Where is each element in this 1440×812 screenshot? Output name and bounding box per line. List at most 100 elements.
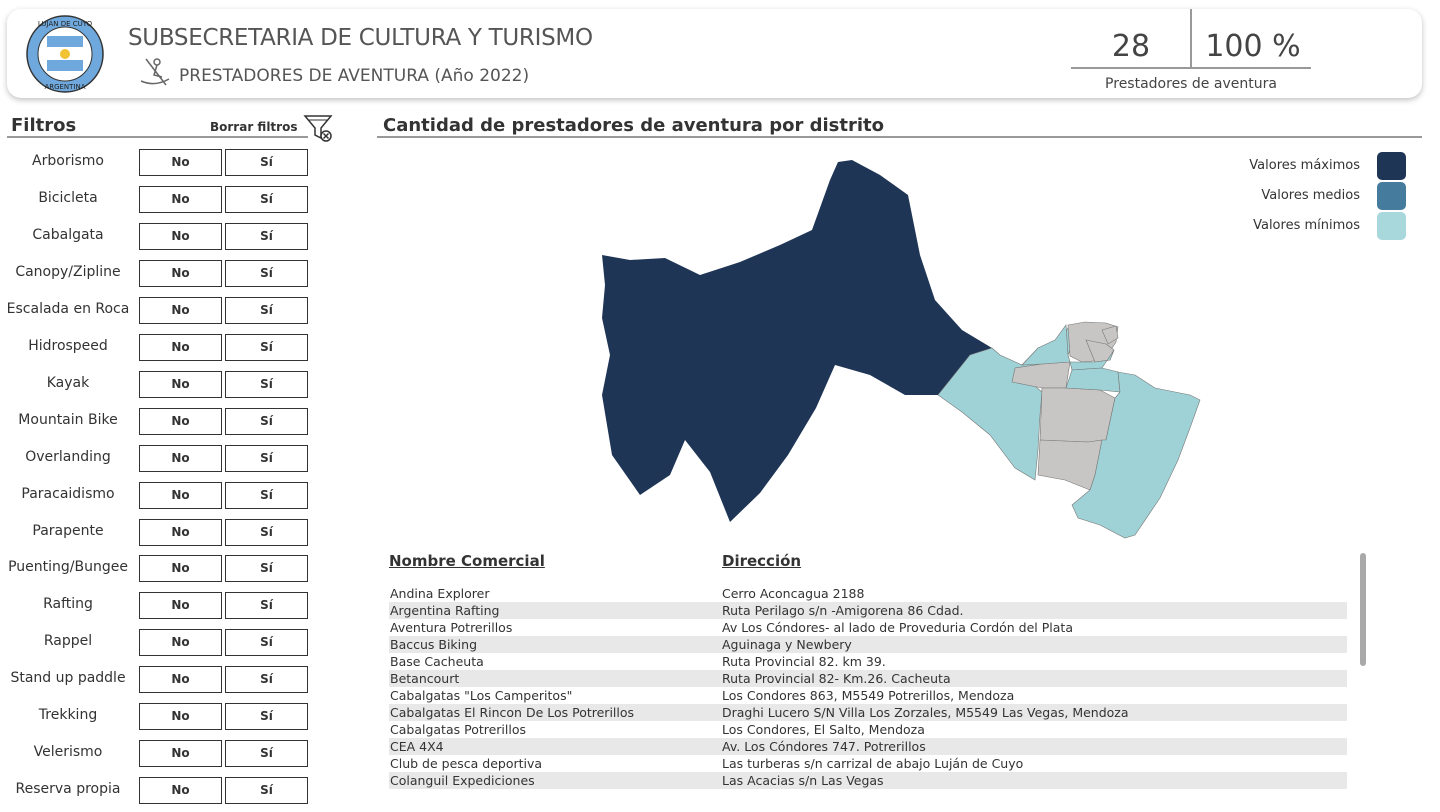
cell-nombre: Andina Explorer (390, 586, 490, 601)
filter-yes-button[interactable]: Sí (225, 259, 308, 287)
filter-label: Rafting (43, 596, 93, 613)
filter-no-button[interactable]: No (139, 333, 222, 361)
kayak-icon (140, 58, 170, 86)
cell-nombre: Betancourt (390, 671, 460, 686)
filter-yes-button[interactable]: Sí (225, 740, 308, 768)
table-row[interactable]: Club de pesca deportiva Las turberas s/n … (389, 755, 1347, 772)
cell-direccion: Draghi Lucero S/N Villa Los Zorzales, M5… (722, 705, 1129, 720)
filter-yes-button[interactable]: Sí (225, 296, 308, 324)
table-row[interactable]: Andina Explorer Cerro Aconcagua 2188 (389, 585, 1347, 602)
table-row[interactable]: Baccus Biking Aguinaga y Newbery (389, 636, 1347, 653)
page-subtitle: PRESTADORES DE AVENTURA (Año 2022) (179, 66, 530, 86)
clear-filter-icon[interactable] (302, 111, 334, 143)
filter-yes-button[interactable]: Sí (225, 407, 308, 435)
filter-row: Arborismo No Sí (0, 149, 320, 176)
header-card: LUJAN DE CUYO ARGENTINA SUBSECRETARIA DE… (7, 9, 1422, 98)
filter-yes-button[interactable]: Sí (225, 555, 308, 583)
filter-yes-button[interactable]: Sí (225, 333, 308, 361)
filter-no-button[interactable]: No (139, 407, 222, 435)
filter-yes-button[interactable]: Sí (225, 592, 308, 620)
filter-no-button[interactable]: No (139, 777, 222, 805)
table-row[interactable]: Aventura Potrerillos Av Los Cóndores- al … (389, 619, 1347, 636)
district-map[interactable] (590, 150, 1210, 550)
filter-no-button[interactable]: No (139, 555, 222, 583)
filter-label: Puenting/Bungee (8, 559, 128, 576)
filter-no-button[interactable]: No (139, 259, 222, 287)
filter-row: Bicicleta No Sí (0, 185, 320, 213)
filter-no-button[interactable]: No (139, 629, 222, 657)
filter-no-button[interactable]: No (139, 296, 222, 324)
filter-yes-button[interactable]: Sí (225, 518, 308, 546)
filter-yes-button[interactable]: Sí (225, 481, 308, 509)
clear-filters-button[interactable]: Borrar filtros (210, 120, 298, 134)
filter-row: Rafting No Sí (0, 592, 320, 620)
filter-no-button[interactable]: No (139, 518, 222, 546)
district-max[interactable] (602, 160, 992, 522)
filter-yes-button[interactable]: Sí (225, 703, 308, 731)
filter-no-button[interactable]: No (139, 222, 222, 250)
table-row[interactable]: Argentina Rafting Ruta Perilago s/n -Amig… (389, 602, 1347, 619)
column-header-direccion[interactable]: Dirección (722, 552, 802, 570)
map-divider (377, 136, 1422, 138)
table-row[interactable]: Colanguil Expediciones Las Acacias s/n La… (389, 772, 1347, 789)
cell-nombre: Club de pesca deportiva (390, 756, 543, 771)
district-min-center[interactable] (1065, 367, 1121, 393)
filter-label: Escalada en Roca (6, 300, 130, 317)
filter-yes-button[interactable]: Sí (225, 444, 308, 472)
district-min-east[interactable] (1071, 371, 1201, 539)
table-row[interactable]: Betancourt Ruta Provincial 82- Km.26. Cac… (389, 670, 1347, 687)
filter-row: Velerismo No Sí (0, 740, 320, 768)
filter-no-button[interactable]: No (139, 703, 222, 731)
filter-label: Reserva propia (15, 781, 121, 798)
table-row[interactable]: CEA 4X4 Av. Los Cóndores 747. Potrerillos (389, 738, 1347, 755)
filter-no-button[interactable]: No (139, 149, 222, 176)
kpi-label: Prestadores de aventura (1105, 76, 1277, 92)
legend-swatch (1377, 182, 1406, 210)
table-row[interactable]: Base Cacheuta Ruta Provincial 82. km 39. (389, 653, 1347, 670)
filter-label: Hidrospeed (28, 337, 108, 354)
column-header-nombre[interactable]: Nombre Comercial (389, 552, 545, 570)
filter-label: Canopy/Zipline (15, 263, 121, 280)
filter-label: Cabalgata (32, 226, 104, 243)
svg-text:LUJAN DE CUYO: LUJAN DE CUYO (38, 20, 93, 28)
cell-nombre: Aventura Potrerillos (390, 620, 513, 635)
filter-no-button[interactable]: No (139, 444, 222, 472)
filter-no-button[interactable]: No (139, 740, 222, 768)
map-title: Cantidad de prestadores de aventura por … (383, 115, 884, 136)
filter-row: Mountain Bike No Sí (0, 407, 320, 435)
filter-no-button[interactable]: No (139, 185, 222, 213)
filters-divider (7, 136, 308, 138)
filter-row: Paracaidismo No Sí (0, 481, 320, 509)
providers-table: Andina Explorer Cerro Aconcagua 2188 Argen… (389, 585, 1347, 797)
cell-nombre: Base Cacheuta (390, 654, 484, 669)
filter-no-button[interactable]: No (139, 481, 222, 509)
filter-label: Velerismo (33, 744, 103, 761)
page-title: SUBSECRETARIA DE CULTURA Y TURISMO (128, 25, 593, 51)
filter-no-button[interactable]: No (139, 592, 222, 620)
filter-yes-button[interactable]: Sí (225, 629, 308, 657)
filter-row: Cabalgata No Sí (0, 222, 320, 250)
table-row[interactable]: Cabalgatas Potrerillos Los Condores, El S… (389, 721, 1347, 738)
filter-yes-button[interactable]: Sí (225, 777, 308, 805)
legend-swatch (1377, 212, 1406, 240)
district-min-north[interactable] (1021, 324, 1071, 366)
district-none-6[interactable] (1101, 325, 1119, 345)
filter-yes-button[interactable]: Sí (225, 185, 308, 213)
filter-label: Overlanding (25, 448, 111, 465)
filter-row: Rappel No Sí (0, 629, 320, 657)
cell-direccion: Aguinaga y Newbery (722, 637, 852, 652)
filter-row: Canopy/Zipline No Sí (0, 259, 320, 287)
table-row[interactable]: Cabalgatas El Rincon De Los Potrerillos D… (389, 704, 1347, 721)
table-scrollbar[interactable] (1360, 553, 1366, 666)
filter-label: Kayak (46, 374, 90, 391)
filter-row: Stand up paddle No Sí (0, 666, 320, 694)
filter-no-button[interactable]: No (139, 666, 222, 694)
filter-yes-button[interactable]: Sí (225, 370, 308, 398)
table-row[interactable]: Cabalgatas "Los Camperitos" Los Condores … (389, 687, 1347, 704)
filter-yes-button[interactable]: Sí (225, 666, 308, 694)
filter-no-button[interactable]: No (139, 370, 222, 398)
filter-yes-button[interactable]: Sí (225, 222, 308, 250)
filter-yes-button[interactable]: Sí (225, 149, 308, 176)
district-none-3[interactable] (1039, 387, 1116, 443)
kpi-divider (1190, 9, 1192, 67)
